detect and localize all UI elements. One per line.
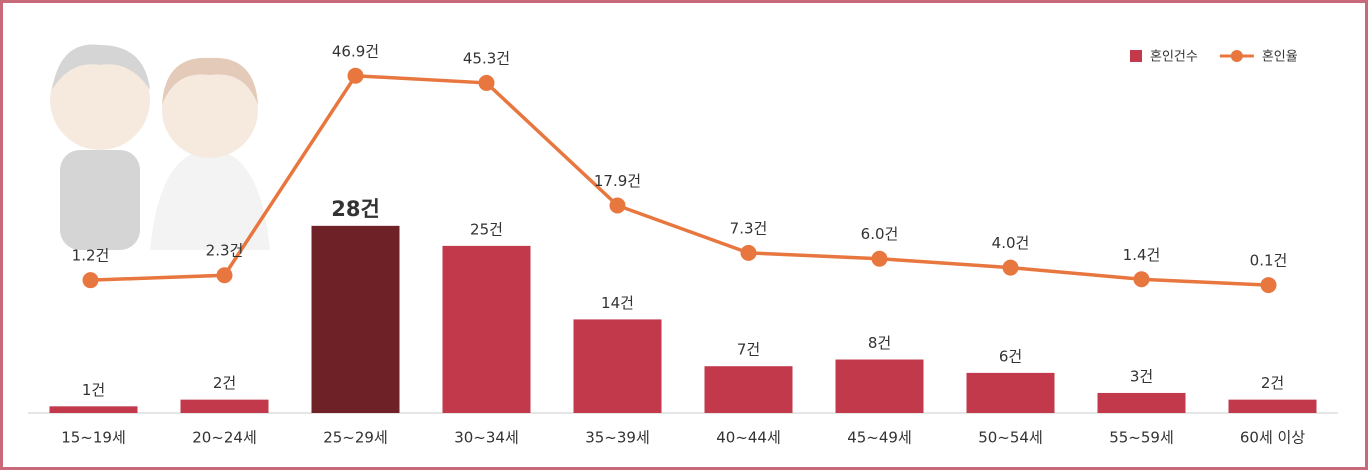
x-tick-label: 30~34세 (454, 429, 519, 447)
line-marker (1261, 277, 1277, 293)
legend-label: 혼인율 (1262, 50, 1298, 65)
line-value-label: 6.0건 (861, 225, 899, 243)
bar-value-label: 25건 (470, 220, 503, 238)
line-value-label: 1.2건 (72, 247, 110, 265)
line-marker (610, 197, 626, 213)
bar (1229, 400, 1317, 413)
line-marker (479, 75, 495, 91)
bar-value-label: 6건 (999, 347, 1022, 365)
x-tick-label: 45~49세 (847, 429, 912, 447)
line-marker (872, 251, 888, 267)
x-tick-label: 35~39세 (585, 429, 650, 447)
line-value-label: 4.0건 (992, 234, 1030, 252)
bar (312, 226, 400, 413)
line-value-label: 1.4건 (1123, 246, 1161, 264)
line-marker (217, 267, 233, 283)
x-tick-label: 15~19세 (61, 429, 126, 447)
bar-value-label: 8건 (868, 334, 891, 352)
line-marker (83, 272, 99, 288)
line-value-label: 17.9건 (594, 172, 641, 190)
legend-label: 혼인건수 (1150, 50, 1198, 65)
bar (1098, 393, 1186, 413)
bar (705, 366, 793, 413)
bar-value-label: 2건 (1261, 374, 1284, 392)
line-marker (1003, 260, 1019, 276)
bar-value-label: 3건 (1130, 367, 1153, 385)
bar-value-label: 28건 (331, 197, 380, 221)
x-tick-label: 60세 이상 (1240, 429, 1305, 447)
bar-value-label: 1건 (82, 381, 105, 399)
x-tick-label: 50~54세 (978, 429, 1043, 447)
line-marker (1134, 271, 1150, 287)
line-value-label: 46.9건 (332, 42, 379, 60)
line-value-label: 45.3건 (463, 49, 510, 67)
line-value-label: 2.3건 (206, 242, 244, 260)
bar (50, 406, 138, 413)
bar (181, 400, 269, 413)
bar-value-label: 7건 (737, 341, 760, 359)
x-tick-label: 25~29세 (323, 429, 388, 447)
bar-value-label: 14건 (601, 294, 634, 312)
bar (443, 246, 531, 413)
line-marker (741, 245, 757, 261)
legend-swatch (1130, 50, 1142, 62)
bar (836, 360, 924, 413)
x-tick-label: 55~59세 (1109, 429, 1174, 447)
x-tick-label: 40~44세 (716, 429, 781, 447)
line-value-label: 7.3건 (730, 219, 768, 237)
line-marker (348, 68, 364, 84)
bar (967, 373, 1055, 413)
chart: 15~19세 20~24세 25~29세 30~34세 35~39세 40~44세 45~4… (0, 0, 1368, 470)
bar-value-label: 2건 (213, 374, 236, 392)
bar (574, 319, 662, 413)
legend-swatch (1231, 50, 1243, 62)
x-tick-label: 20~24세 (192, 429, 257, 447)
line-value-label: 0.1건 (1250, 252, 1288, 270)
